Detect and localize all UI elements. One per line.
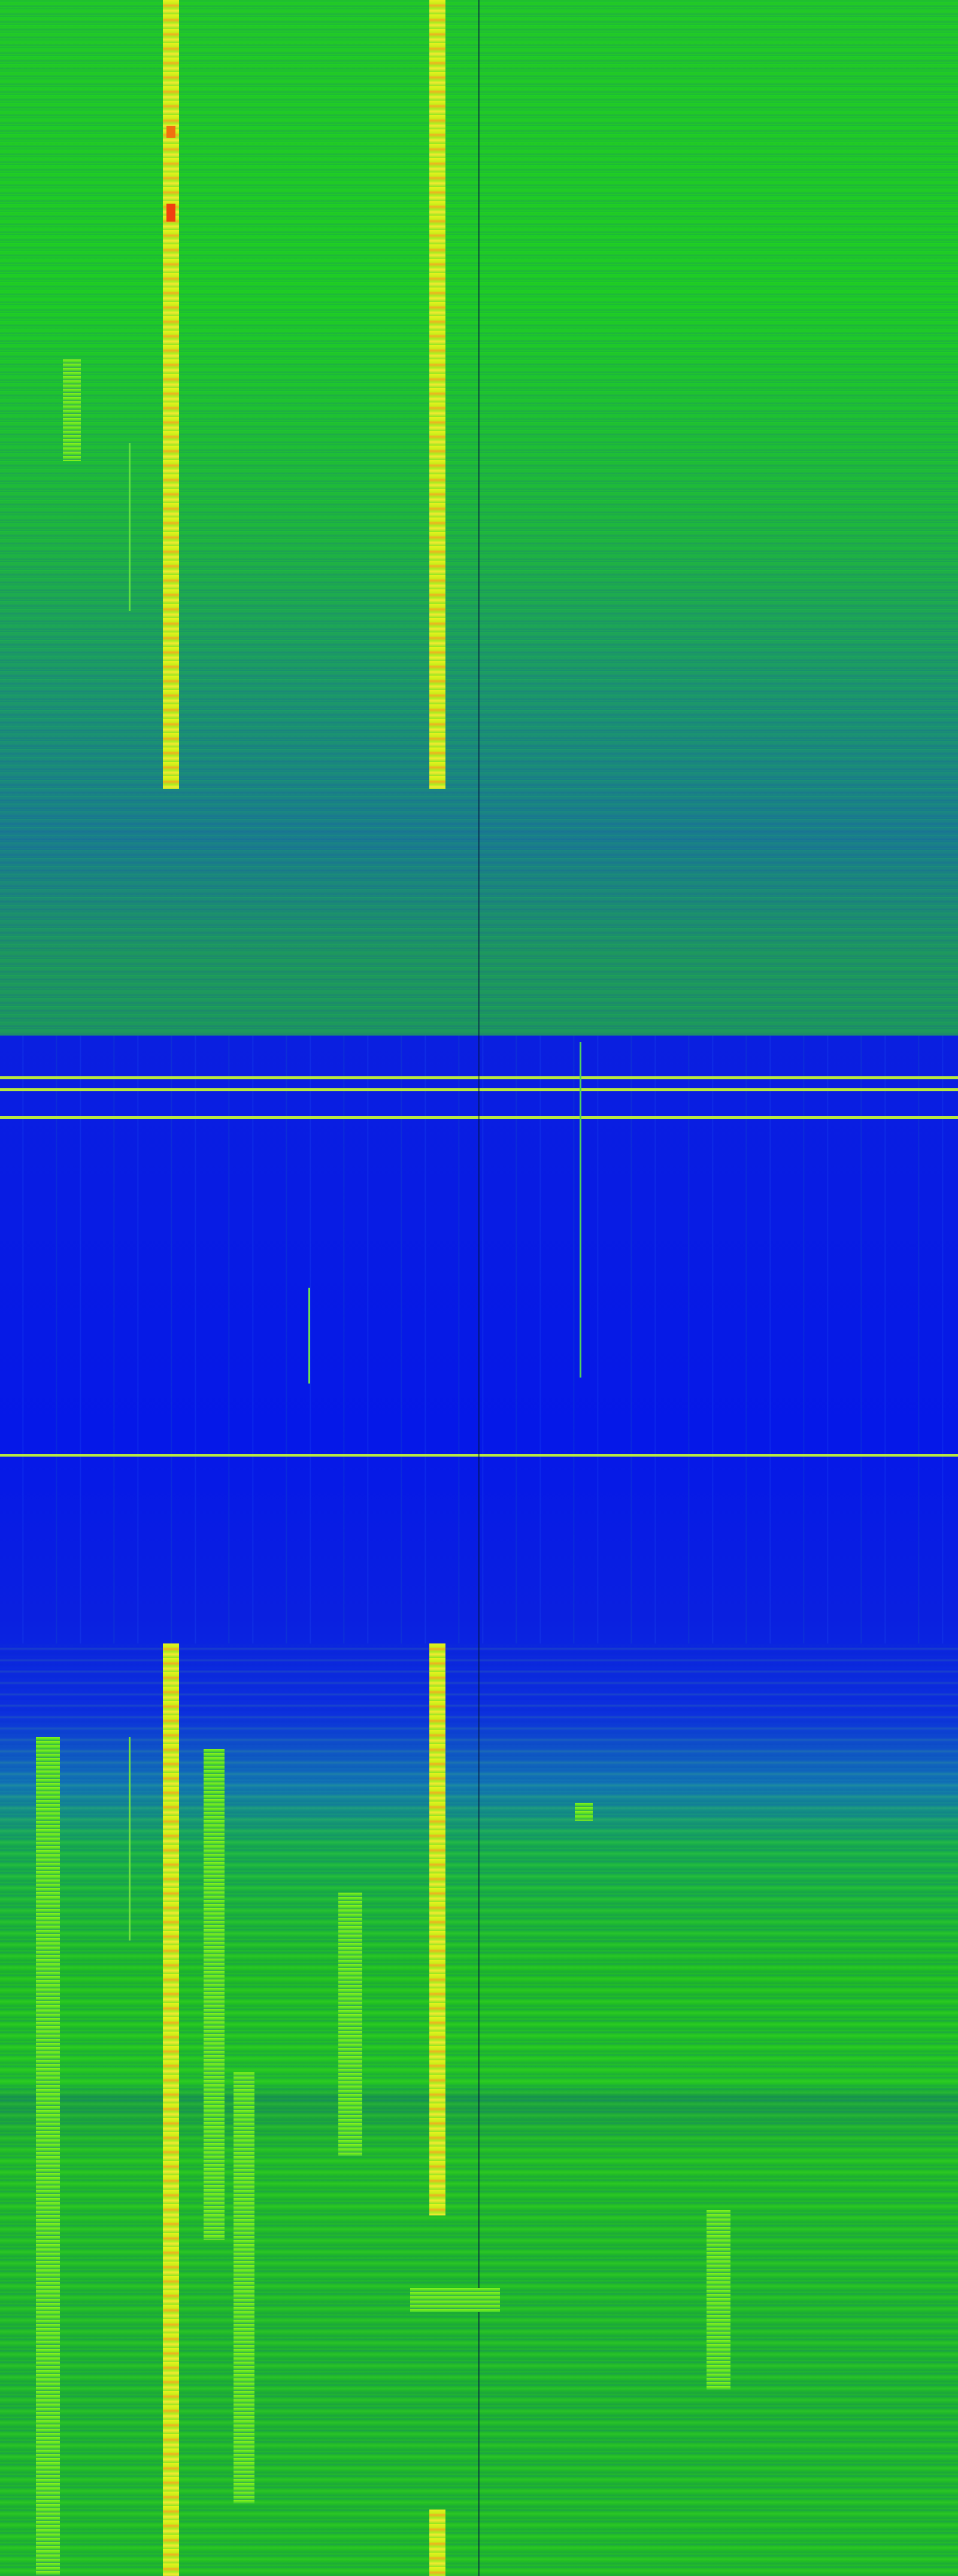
signal-peak bbox=[166, 126, 175, 138]
vertical-trace bbox=[580, 1042, 581, 1378]
signal-patch bbox=[575, 1803, 593, 1821]
signal-patch bbox=[36, 1737, 60, 2575]
signal-band-2-tail bbox=[429, 2510, 445, 2576]
signal-band-2-lower bbox=[429, 1643, 445, 2215]
signal-patch bbox=[410, 2288, 500, 2312]
signal-patch bbox=[204, 1749, 225, 2240]
signal-patch bbox=[234, 2072, 254, 2504]
signal-patch bbox=[63, 359, 81, 461]
vertical-trace bbox=[308, 1288, 310, 1384]
vertical-trace bbox=[129, 443, 131, 611]
dark-vertical-line bbox=[478, 0, 480, 2576]
signal-peak bbox=[166, 204, 175, 222]
signal-band-1-upper bbox=[163, 0, 179, 789]
vertical-trace bbox=[129, 1737, 131, 1941]
signal-band-2-upper bbox=[429, 0, 445, 789]
signal-patch bbox=[707, 2210, 730, 2390]
signal-band-1-lower bbox=[163, 1643, 179, 2576]
signal-patch bbox=[338, 1893, 362, 2156]
